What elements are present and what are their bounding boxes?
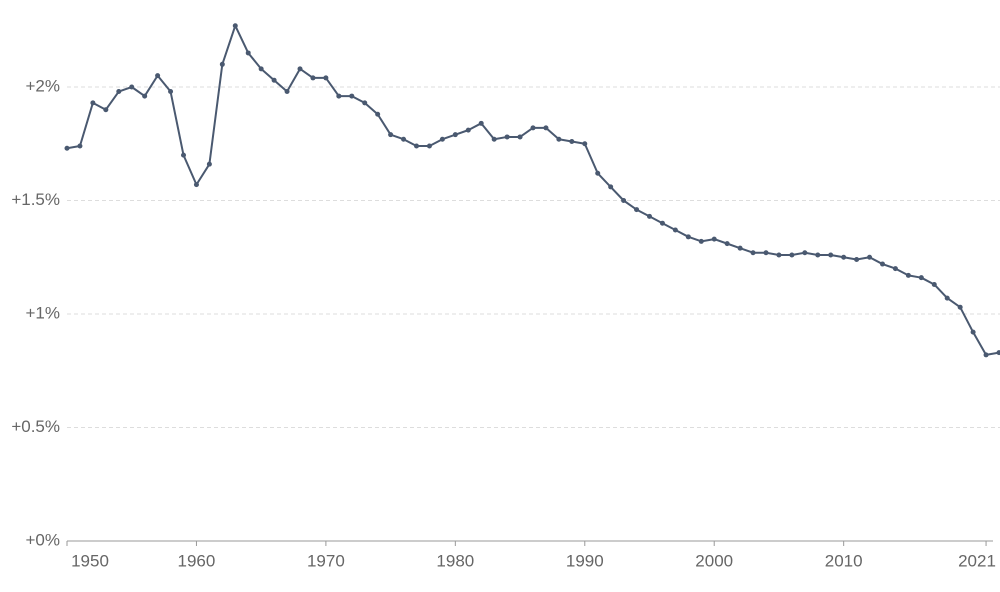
data-point (802, 250, 808, 256)
data-point (271, 77, 277, 83)
data-point (465, 127, 471, 133)
data-point (116, 89, 122, 95)
data-point (439, 136, 445, 142)
data-point (90, 100, 96, 106)
data-point (206, 161, 212, 167)
data-point (349, 93, 355, 99)
data-point (815, 252, 821, 258)
data-point (517, 134, 523, 140)
data-point (426, 143, 432, 149)
data-point (258, 66, 264, 72)
data-point (647, 213, 652, 219)
data-point (181, 152, 186, 158)
x-tick-label: 1990 (566, 551, 604, 570)
data-point (944, 295, 950, 301)
data-point (880, 261, 885, 267)
data-point (323, 75, 329, 81)
data-point (478, 120, 484, 126)
x-tick-label: 2000 (695, 551, 733, 570)
series-line (66, 24, 1000, 356)
data-point (142, 93, 148, 99)
data-point (232, 23, 238, 29)
data-point (168, 89, 174, 95)
data-point (750, 250, 756, 256)
data-point (284, 89, 290, 95)
data-point (245, 50, 251, 56)
data-point (659, 220, 665, 226)
data-point (129, 84, 135, 90)
data-point (375, 111, 381, 117)
x-tick-label: 2010 (825, 551, 863, 570)
data-point (491, 136, 497, 142)
data-point (504, 134, 510, 140)
x-tick-label: 1950 (71, 551, 109, 570)
data-point (595, 170, 601, 176)
data-point (193, 182, 199, 188)
data-point (582, 141, 588, 147)
data-point (310, 75, 316, 81)
data-point (892, 266, 898, 272)
data-point (103, 107, 109, 113)
data-point (608, 184, 614, 190)
data-point (763, 250, 769, 256)
data-point (634, 207, 640, 213)
data-point (737, 245, 743, 251)
data-point (336, 93, 342, 99)
y-tick-label: +2% (26, 76, 61, 95)
y-tick-label: +0.5% (11, 417, 60, 436)
data-point (918, 275, 924, 281)
data-point (155, 73, 161, 79)
data-point (672, 227, 678, 233)
data-point (996, 350, 1000, 356)
data-point (854, 257, 860, 263)
data-point (841, 254, 847, 260)
x-tick-label: 2021 (958, 551, 996, 570)
x-tick-label: 1960 (178, 551, 216, 570)
data-point (698, 238, 704, 244)
data-point (543, 125, 549, 131)
data-point (931, 281, 937, 287)
data-point (970, 329, 976, 335)
data-point (219, 61, 225, 67)
data-point (905, 272, 911, 278)
data-point (401, 136, 407, 142)
data-point (789, 252, 795, 258)
data-point (983, 352, 989, 358)
data-point (867, 254, 873, 260)
data-point (776, 252, 782, 258)
data-point (621, 198, 627, 203)
data-point (828, 252, 834, 258)
y-tick-label: +1% (26, 303, 61, 322)
data-point (957, 304, 963, 310)
y-tick-label: +1.5% (11, 190, 60, 209)
x-tick-label: 1970 (307, 551, 345, 570)
data-point (711, 236, 717, 242)
data-point (388, 132, 394, 138)
data-point (569, 138, 575, 144)
data-point (556, 136, 562, 142)
data-point (452, 132, 458, 138)
data-point (64, 145, 70, 151)
data-point (685, 234, 691, 240)
data-point (530, 125, 536, 131)
x-tick-label: 1980 (436, 551, 474, 570)
data-point (297, 66, 303, 72)
data-point (724, 241, 730, 247)
data-point (77, 143, 83, 149)
data-point (362, 100, 368, 106)
y-tick-label: +0% (26, 530, 61, 549)
data-point (414, 143, 419, 149)
